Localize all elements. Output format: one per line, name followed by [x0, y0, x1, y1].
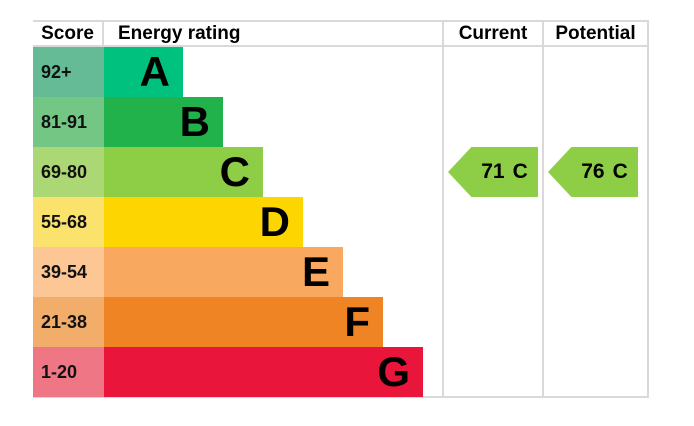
energy-band-letter: G: [377, 348, 410, 395]
column-header-score: Score: [41, 23, 94, 44]
energy-band-row-a: 92+ A: [0, 47, 694, 97]
current-column-divider: [442, 21, 444, 398]
energy-band-bar: E: [104, 247, 343, 297]
column-header-potential: Potential: [555, 23, 636, 44]
potential-rating-value: 76: [581, 160, 605, 183]
energy-band-row-f: 21-38 F: [0, 297, 694, 347]
energy-band-bar: B: [104, 97, 223, 147]
energy-band-bar: C: [104, 147, 263, 197]
header-underline: [33, 45, 649, 47]
column-header-current: Current: [458, 23, 528, 44]
energy-band-row-g: 1-20 G: [0, 347, 694, 397]
energy-band-row-b: 81-91 B: [0, 97, 694, 147]
energy-band-bar: D: [104, 197, 303, 247]
energy-band-letter: E: [301, 248, 330, 295]
energy-band-bar: F: [104, 297, 383, 347]
score-range-label: 92+: [33, 47, 104, 97]
score-column-divider: [102, 21, 104, 47]
energy-band-bar: G: [104, 347, 423, 397]
score-range-label: 55-68: [33, 197, 104, 247]
table-right-border: [647, 21, 649, 398]
energy-band-row-d: 55-68 D: [0, 197, 694, 247]
energy-band-letter: D: [259, 198, 290, 245]
score-range-label: 81-91: [33, 97, 104, 147]
energy-band-bar: A: [104, 47, 183, 97]
current-rating-band: C: [512, 160, 528, 183]
energy-band-letter: B: [179, 98, 210, 145]
table-bottom-border: [33, 396, 649, 398]
energy-band-row-e: 39-54 E: [0, 247, 694, 297]
score-range-label: 1-20: [33, 347, 104, 397]
score-range-label: 39-54: [33, 247, 104, 297]
current-rating-value: 71: [481, 160, 505, 183]
energy-band-row-c: 69-80 C: [0, 147, 694, 197]
table-top-border: [33, 20, 649, 22]
potential-rating-band: C: [612, 160, 628, 183]
energy-band-letter: C: [219, 148, 250, 195]
energy-band-letter: F: [344, 298, 370, 345]
potential-column-divider: [542, 21, 544, 398]
column-header-energy-rating: Energy rating: [118, 23, 241, 44]
score-range-label: 69-80: [33, 147, 104, 197]
score-range-label: 21-38: [33, 297, 104, 347]
energy-band-letter: A: [139, 48, 170, 95]
